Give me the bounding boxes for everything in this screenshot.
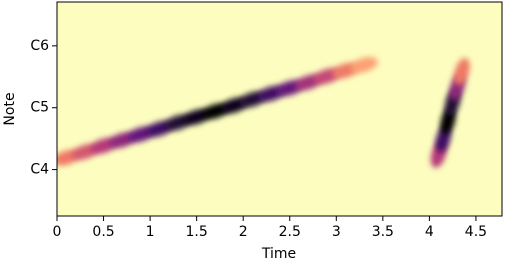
x-tick-label: 2	[239, 224, 248, 240]
spectral-energy	[454, 58, 470, 86]
x-tick-label: 4.5	[465, 224, 487, 240]
x-tick-label: 0.5	[92, 224, 114, 240]
plot-frame	[56, 1, 503, 217]
x-tick-label: 0	[53, 224, 62, 240]
plot-background	[57, 2, 502, 216]
y-tick-label: C5	[30, 100, 49, 116]
x-tick-label: 1.5	[186, 224, 208, 240]
x-tick-label: 4	[425, 224, 434, 240]
spectral-energy	[350, 57, 378, 73]
x-tick-label: 3.5	[372, 224, 394, 240]
x-tick-label: 1	[146, 224, 155, 240]
x-tick-label: 3	[332, 224, 341, 240]
y-tick-label: C6	[30, 38, 49, 54]
x-tick-label: 2.5	[279, 224, 301, 240]
y-tick-label: C4	[30, 162, 49, 178]
y-axis-label: Note	[2, 92, 18, 125]
x-axis-label: Time	[261, 246, 296, 262]
